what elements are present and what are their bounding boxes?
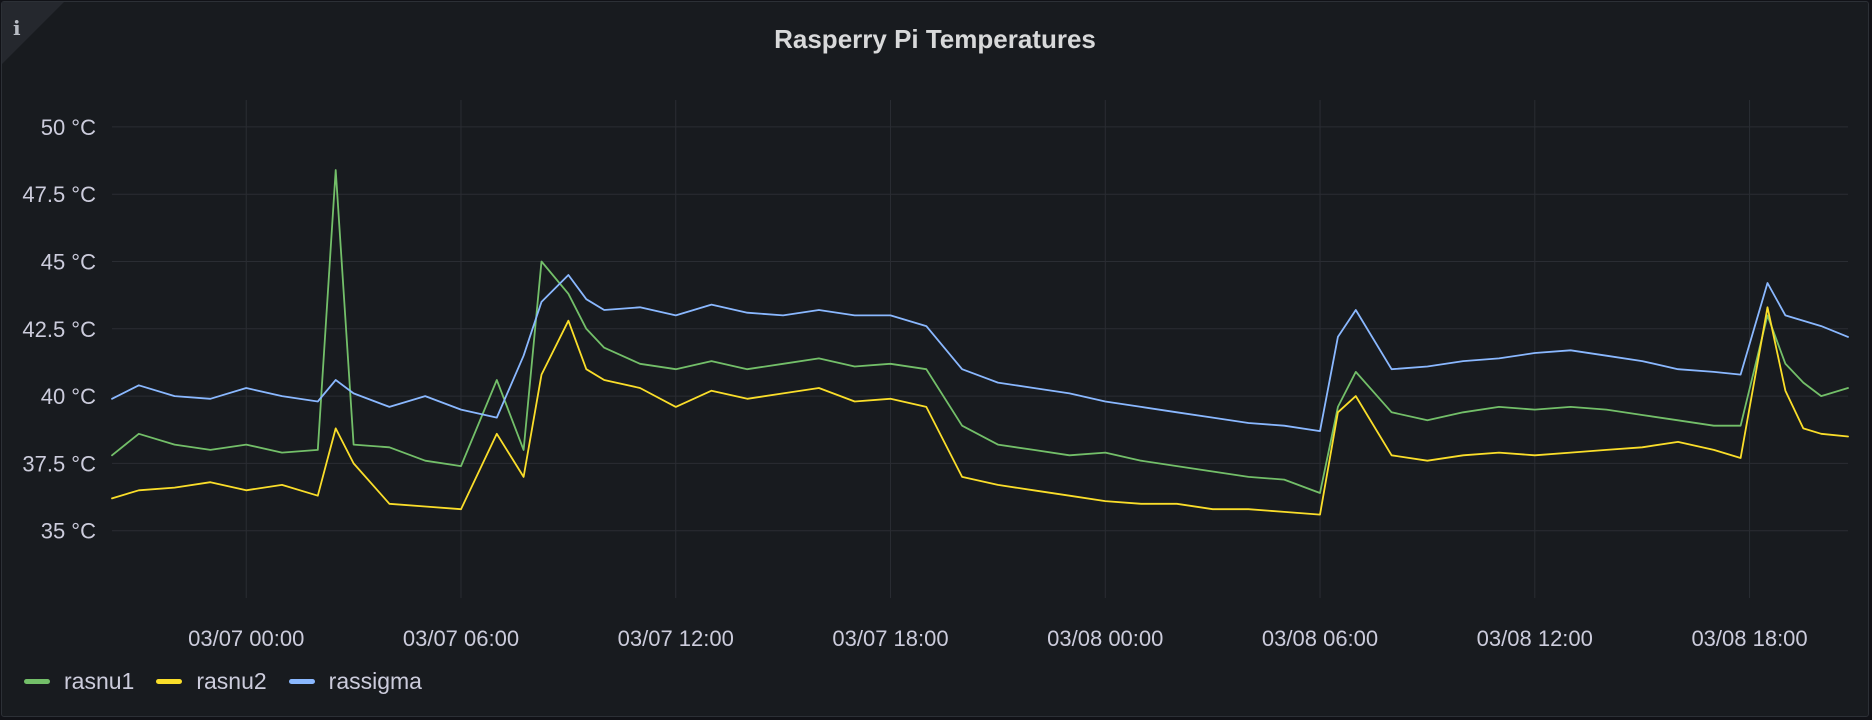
chart-title: Rasperry Pi Temperatures	[774, 24, 1096, 54]
legend-label-rassigma: rassigma	[328, 668, 422, 694]
legend-label-rasnu1: rasnu1	[64, 668, 135, 694]
y-tick-label: 50 °C	[41, 115, 96, 140]
x-tick-label: 03/07 06:00	[403, 626, 519, 651]
legend-item-rasnu1[interactable]: rasnu1	[24, 668, 134, 695]
y-tick-label: 37.5 °C	[22, 451, 96, 476]
legend: rasnu1 rasnu2 rassigma	[24, 668, 422, 695]
series-line-rasnu1	[111, 169, 1849, 494]
y-tick-label: 45 °C	[41, 250, 96, 275]
x-tick-label: 03/08 18:00	[1691, 626, 1807, 651]
info-corner[interactable]	[2, 2, 64, 64]
y-tick-label: 42.5 °C	[22, 317, 96, 342]
legend-label-rasnu2: rasnu2	[196, 668, 267, 694]
x-tick-label: 03/08 12:00	[1477, 626, 1593, 651]
x-tick-label: 03/08 00:00	[1047, 626, 1163, 651]
x-tick-label: 03/07 18:00	[832, 626, 948, 651]
legend-swatch-rassigma	[288, 679, 315, 684]
y-tick-label: 40 °C	[41, 384, 96, 409]
x-tick-label: 03/08 06:00	[1262, 626, 1378, 651]
legend-swatch-rasnu1	[24, 679, 50, 684]
y-tick-label: 47.5 °C	[22, 182, 96, 207]
y-tick-label: 35 °C	[41, 519, 96, 544]
series-line-rasnu2	[111, 306, 1849, 516]
series-line-rassigma	[111, 274, 1849, 433]
legend-swatch-rasnu2	[156, 679, 183, 684]
x-tick-label: 03/07 12:00	[618, 626, 734, 651]
info-icon[interactable]: i	[13, 16, 21, 40]
legend-item-rasnu2[interactable]: rasnu2	[156, 668, 267, 695]
legend-item-rassigma[interactable]: rassigma	[288, 668, 422, 695]
x-tick-label: 03/07 00:00	[188, 626, 304, 651]
